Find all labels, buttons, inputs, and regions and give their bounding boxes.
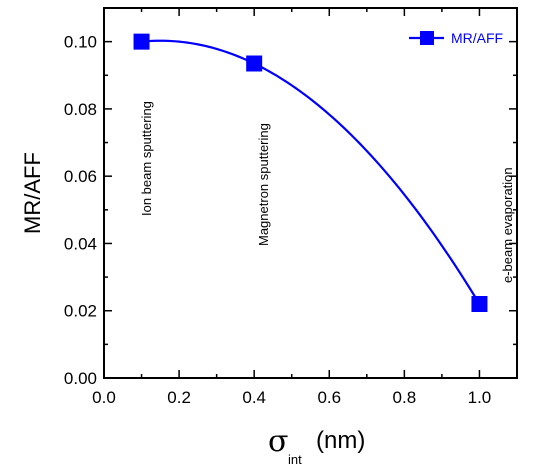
y-tick-label: 0.02 [64, 302, 97, 321]
y-tick-label: 0.06 [64, 167, 97, 186]
legend-marker [420, 31, 434, 45]
x-tick-label: 0.4 [242, 388, 266, 407]
annotation-ion-beam: Ion beam sputtering [139, 101, 154, 216]
x-tick-label: 1.0 [468, 388, 492, 407]
data-point-marker [471, 296, 488, 312]
annotation-e-beam: e-beam evaporation [500, 167, 515, 283]
x-axis-title-unit: (nm) [316, 427, 365, 454]
x-tick-label: 0.6 [317, 388, 341, 407]
legend-label: MR/AFF [451, 30, 503, 46]
x-axis-title-subscript: int [288, 452, 302, 467]
series-line-mr-aff [141, 39, 481, 305]
x-tick-label: 0.2 [167, 388, 191, 407]
x-tick-label: 0.8 [393, 388, 417, 407]
y-axis-title: MR/AFF [20, 152, 45, 234]
x-axis-title: σ int (nm) [268, 424, 365, 467]
series-markers [133, 33, 488, 312]
plot-frame [103, 7, 518, 379]
y-tick-label: 0.04 [64, 234, 97, 253]
y-tick-label: 0.00 [64, 369, 97, 388]
legend: MR/AFF [409, 30, 503, 46]
y-tick-label: 0.10 [64, 33, 97, 52]
y-axis-ticks [104, 7, 517, 379]
x-tick-label: 0.0 [92, 388, 116, 407]
annotations: Ion beam sputtering Magnetron sputtering… [139, 101, 515, 283]
x-axis-ticks [103, 8, 518, 378]
data-point-marker [246, 55, 263, 72]
x-axis-tick-labels: 0.0 0.2 0.4 0.6 0.8 1.0 [92, 388, 491, 407]
annotation-magnetron: Magnetron sputtering [256, 123, 271, 246]
y-axis-tick-labels: 0.00 0.02 0.04 0.06 0.08 0.10 [64, 33, 97, 388]
data-point-marker [133, 33, 150, 50]
x-axis-title-symbol: σ [268, 424, 288, 459]
y-tick-label: 0.08 [64, 100, 97, 119]
